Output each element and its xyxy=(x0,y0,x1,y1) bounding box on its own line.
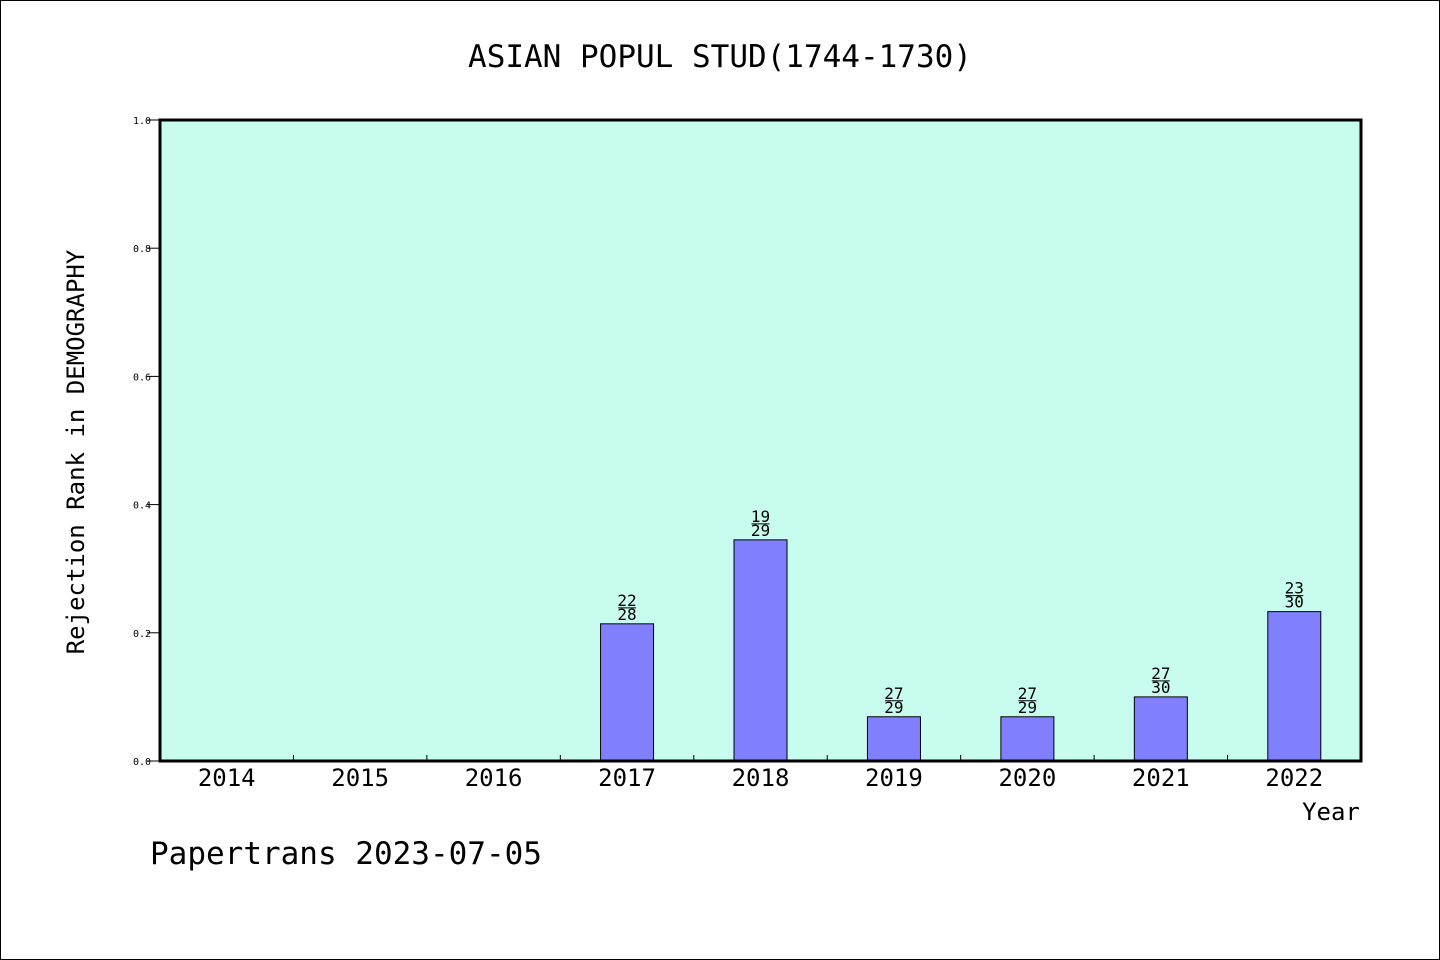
x-tick-label: 2014 xyxy=(198,764,256,792)
bar-label-bottom: 29 xyxy=(884,698,903,717)
bar-label-bottom: 30 xyxy=(1151,678,1170,697)
x-tick-label: 2016 xyxy=(465,764,523,792)
bar xyxy=(1267,611,1322,762)
y-tick-label: 0.4 xyxy=(133,501,151,512)
bar-label-bottom: 30 xyxy=(1285,593,1304,612)
x-tick-label: 2015 xyxy=(331,764,389,792)
y-tick-label: 0.8 xyxy=(133,244,151,255)
chart-title: ASIAN POPUL STUD(1744-1730) xyxy=(468,39,972,75)
x-tick-label: 2022 xyxy=(1265,764,1323,792)
bar-label-top: 27 xyxy=(1018,684,1037,703)
plot-border xyxy=(158,118,1363,763)
x-axis: 2014 2015 2016 2017 2018 2019 2020 2021 2022 xyxy=(198,755,1323,792)
bar xyxy=(1133,696,1188,762)
y-tick-label: 0.6 xyxy=(133,372,151,383)
y-tick-label: 1.0 xyxy=(133,116,151,127)
bar xyxy=(733,539,788,762)
footer-date-text: Papertrans 2023-07-05 xyxy=(150,836,542,872)
bar-label-top: 27 xyxy=(1151,664,1170,683)
bar xyxy=(600,623,655,762)
x-tick-label: 2021 xyxy=(1132,764,1190,792)
bars-group xyxy=(600,539,1322,762)
x-tick-label: 2020 xyxy=(998,764,1056,792)
y-axis-label: Rejection Rank in DEMOGRAPHY xyxy=(62,249,90,654)
bar-label-top: 19 xyxy=(751,507,770,526)
bar-label-bottom: 28 xyxy=(617,605,636,624)
bar-label-top: 22 xyxy=(617,591,636,610)
bar-label-bottom: 29 xyxy=(1018,698,1037,717)
bar-label-top: 27 xyxy=(884,684,903,703)
bar-label-top: 23 xyxy=(1285,579,1304,598)
bar xyxy=(1000,716,1055,762)
y-tick-label: 0.2 xyxy=(133,629,151,640)
y-axis: 0.0 0.2 0.4 0.6 0.8 1.0 xyxy=(133,116,160,768)
y-tick-label: 0.0 xyxy=(133,757,151,768)
x-tick-label: 2019 xyxy=(865,764,923,792)
bar xyxy=(866,716,921,762)
x-tick-label: 2018 xyxy=(732,764,790,792)
bar-label-bottom: 29 xyxy=(751,521,770,540)
x-axis-label: Year xyxy=(1302,798,1360,826)
x-tick-label: 2017 xyxy=(598,764,656,792)
